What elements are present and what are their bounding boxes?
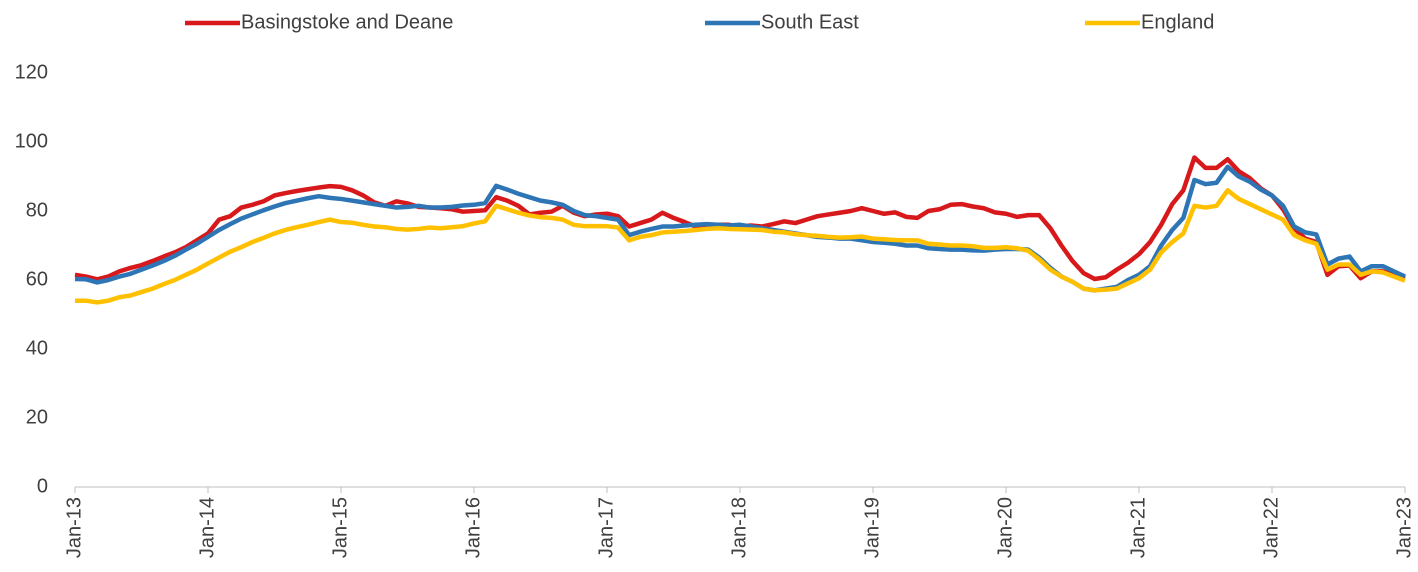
y-tick-label: 100: [15, 130, 48, 152]
y-tick-label: 20: [26, 406, 48, 428]
y-tick-label: 40: [26, 337, 48, 359]
x-tick-label: Jan-13: [63, 497, 85, 558]
y-tick-label: 80: [26, 199, 48, 221]
series-line: [74, 155, 1406, 282]
legend-label: South East: [761, 11, 859, 33]
x-tick-label: Jan-16: [462, 497, 484, 558]
series-line: [75, 188, 1406, 305]
x-tick-label: Jan-22: [1260, 497, 1282, 558]
x-tick-label: Jan-21: [1127, 497, 1149, 558]
x-tick-label: Jan-20: [994, 497, 1016, 558]
legend-label: England: [1141, 11, 1214, 33]
x-tick-label: Jan-15: [329, 497, 351, 558]
x-tick-label: Jan-17: [595, 497, 617, 558]
x-tick-label: Jan-18: [728, 497, 750, 558]
x-tick-label: Jan-14: [196, 497, 218, 558]
x-tick-label: Jan-19: [861, 497, 883, 558]
series-line: [74, 164, 1406, 293]
x-tick-label: Jan-23: [1393, 497, 1415, 558]
y-tick-label: 60: [26, 268, 48, 290]
y-tick-label: 0: [37, 475, 48, 497]
legend-label: Basingstoke and Deane: [241, 11, 453, 33]
y-tick-label: 120: [15, 61, 48, 83]
